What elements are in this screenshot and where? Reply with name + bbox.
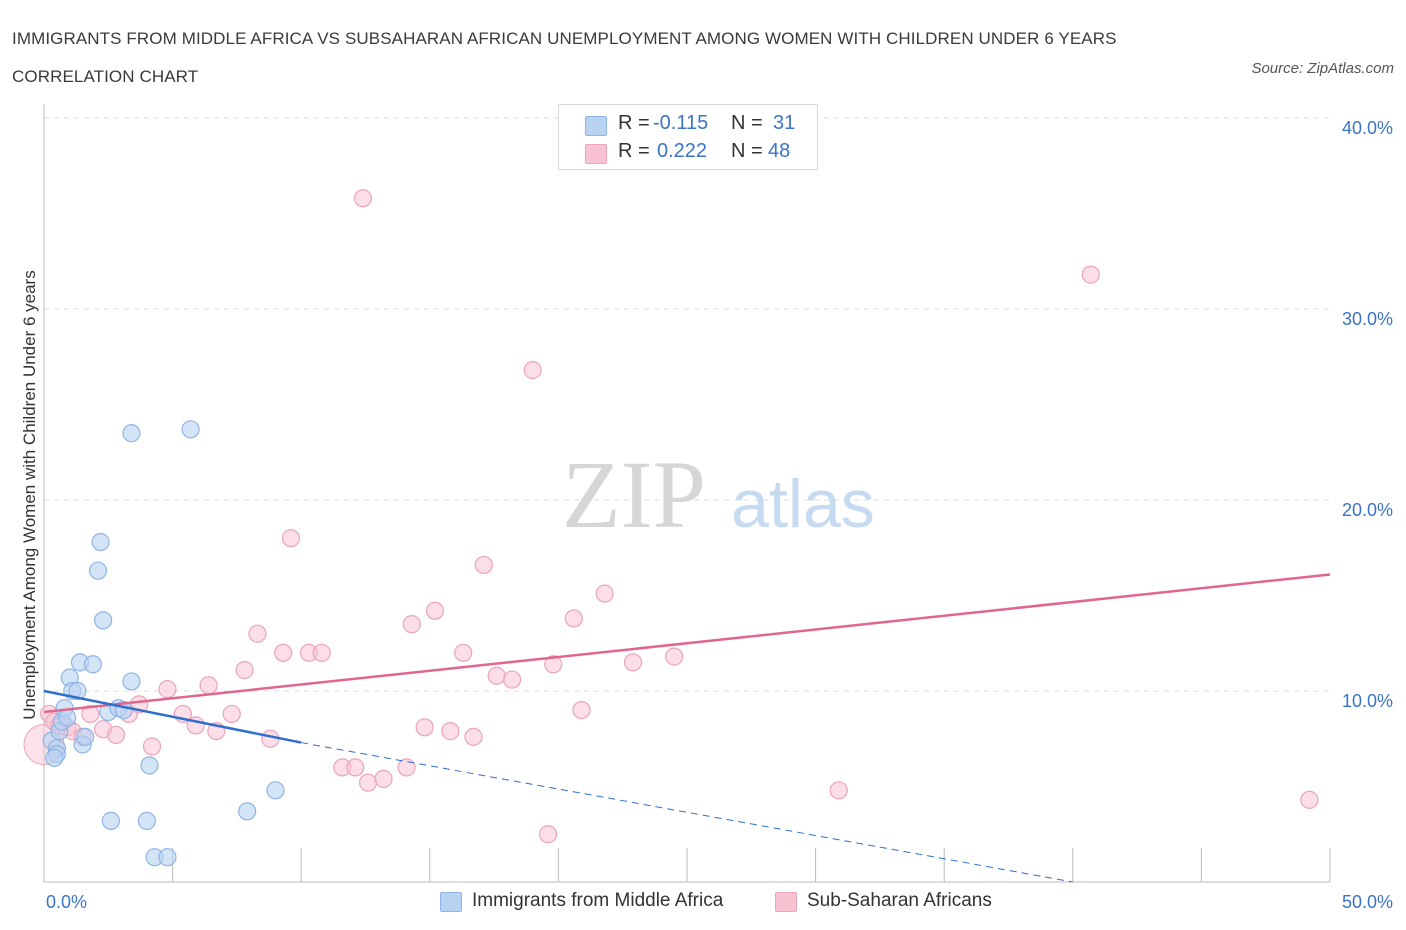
pink-point	[564, 609, 583, 628]
blue-point	[181, 420, 200, 439]
pink-point	[665, 647, 684, 666]
blue-trend-line	[43, 689, 302, 744]
legend-r-value: 0.222	[657, 140, 708, 162]
pink-point	[595, 584, 614, 603]
pink-point	[222, 704, 241, 724]
pink-point	[523, 361, 542, 380]
pink-point	[474, 555, 493, 575]
legend-label: Sub-Saharan Africans	[807, 890, 992, 911]
pink-point	[1300, 790, 1319, 809]
x-tick-label: 0.0%	[46, 892, 87, 912]
pink-point	[358, 773, 378, 792]
blue-point	[137, 811, 156, 830]
pink-point	[503, 670, 522, 689]
pink-point	[464, 727, 483, 746]
pink-point	[544, 655, 563, 674]
pink-point	[248, 624, 267, 643]
pink-point	[402, 615, 421, 634]
pink-point	[623, 653, 643, 672]
chart-title: IMMIGRANTS FROM MIDDLE AFRICA VS SUBSAHA…	[12, 29, 1117, 86]
blue-point	[94, 611, 113, 630]
pink-point	[199, 676, 218, 695]
watermark: ZIP atlas	[562, 441, 875, 548]
pink-point	[281, 529, 301, 548]
blue-point	[91, 532, 110, 552]
pink-point	[81, 704, 100, 724]
tick-labels: 10.0% 20.0% 30.0% 40.0% 0.0% 50.0%	[46, 118, 1393, 912]
pink-point	[539, 825, 558, 844]
y-tick-label: 40.0%	[1342, 118, 1393, 138]
blue-point	[140, 756, 159, 775]
legend-n-value: 31	[773, 112, 796, 134]
blue-point	[101, 811, 120, 830]
watermark-zip: ZIP	[562, 441, 706, 548]
blue-point	[83, 655, 102, 674]
legend-label: Immigrants from Middle Africa	[472, 890, 724, 911]
pink-point	[158, 679, 177, 699]
blue-trend-extension	[301, 742, 1073, 883]
legend-r-label: R =	[618, 112, 650, 134]
legend-n-value: 48	[768, 140, 791, 162]
blue-point	[88, 561, 108, 580]
pink-trend-line	[43, 573, 1331, 714]
legend-r-label: R =	[618, 140, 650, 162]
blue-point	[58, 708, 77, 727]
y-tick-label: 20.0%	[1342, 500, 1393, 520]
x-tick-label: 50.0%	[1342, 892, 1393, 912]
legend-swatch-pink	[585, 144, 607, 164]
pink-point	[353, 189, 373, 208]
pink-point	[235, 660, 254, 680]
y-axis-label: Unemployment Among Women with Children U…	[20, 270, 39, 720]
pink-point	[454, 643, 473, 662]
legend-swatch-blue	[585, 116, 607, 136]
pink-point	[142, 737, 162, 756]
pink-point	[829, 781, 848, 800]
gridlines	[44, 117, 1330, 692]
legend-r-value: -0.115	[653, 112, 709, 134]
blue-point	[68, 681, 87, 701]
pink-point	[346, 758, 365, 777]
pink-point	[397, 758, 416, 777]
pink-point	[487, 666, 506, 685]
blue-point	[266, 781, 285, 800]
blue-point	[122, 424, 141, 443]
blue-point	[158, 848, 177, 867]
pink-point	[274, 643, 293, 662]
pink-point	[1081, 265, 1100, 284]
pink-point	[106, 725, 126, 745]
pink-point	[415, 718, 434, 737]
pink-point	[425, 601, 445, 620]
legend-n-label: N =	[731, 140, 763, 162]
pink-point	[441, 722, 460, 741]
legend-n-label: N =	[731, 112, 763, 134]
middle-africa-points	[42, 420, 285, 867]
watermark-atlas: atlas	[731, 466, 875, 542]
trend-lines	[43, 573, 1331, 883]
legend-swatch-blue	[440, 892, 462, 912]
pink-point	[374, 769, 393, 788]
pink-point	[572, 700, 591, 720]
y-tick-label: 30.0%	[1342, 309, 1393, 329]
correlation-legend: R = -0.115 N = 31 R = 0.222 N = 48	[558, 104, 818, 170]
blue-point	[238, 802, 257, 821]
legend-swatch-pink	[775, 892, 797, 912]
pink-point	[312, 643, 331, 662]
blue-point	[76, 727, 95, 746]
blue-point	[122, 672, 141, 691]
blue-point	[45, 748, 64, 767]
y-tick-label: 10.0%	[1342, 691, 1393, 711]
source-credit: Source: ZipAtlas.com	[1251, 60, 1394, 77]
